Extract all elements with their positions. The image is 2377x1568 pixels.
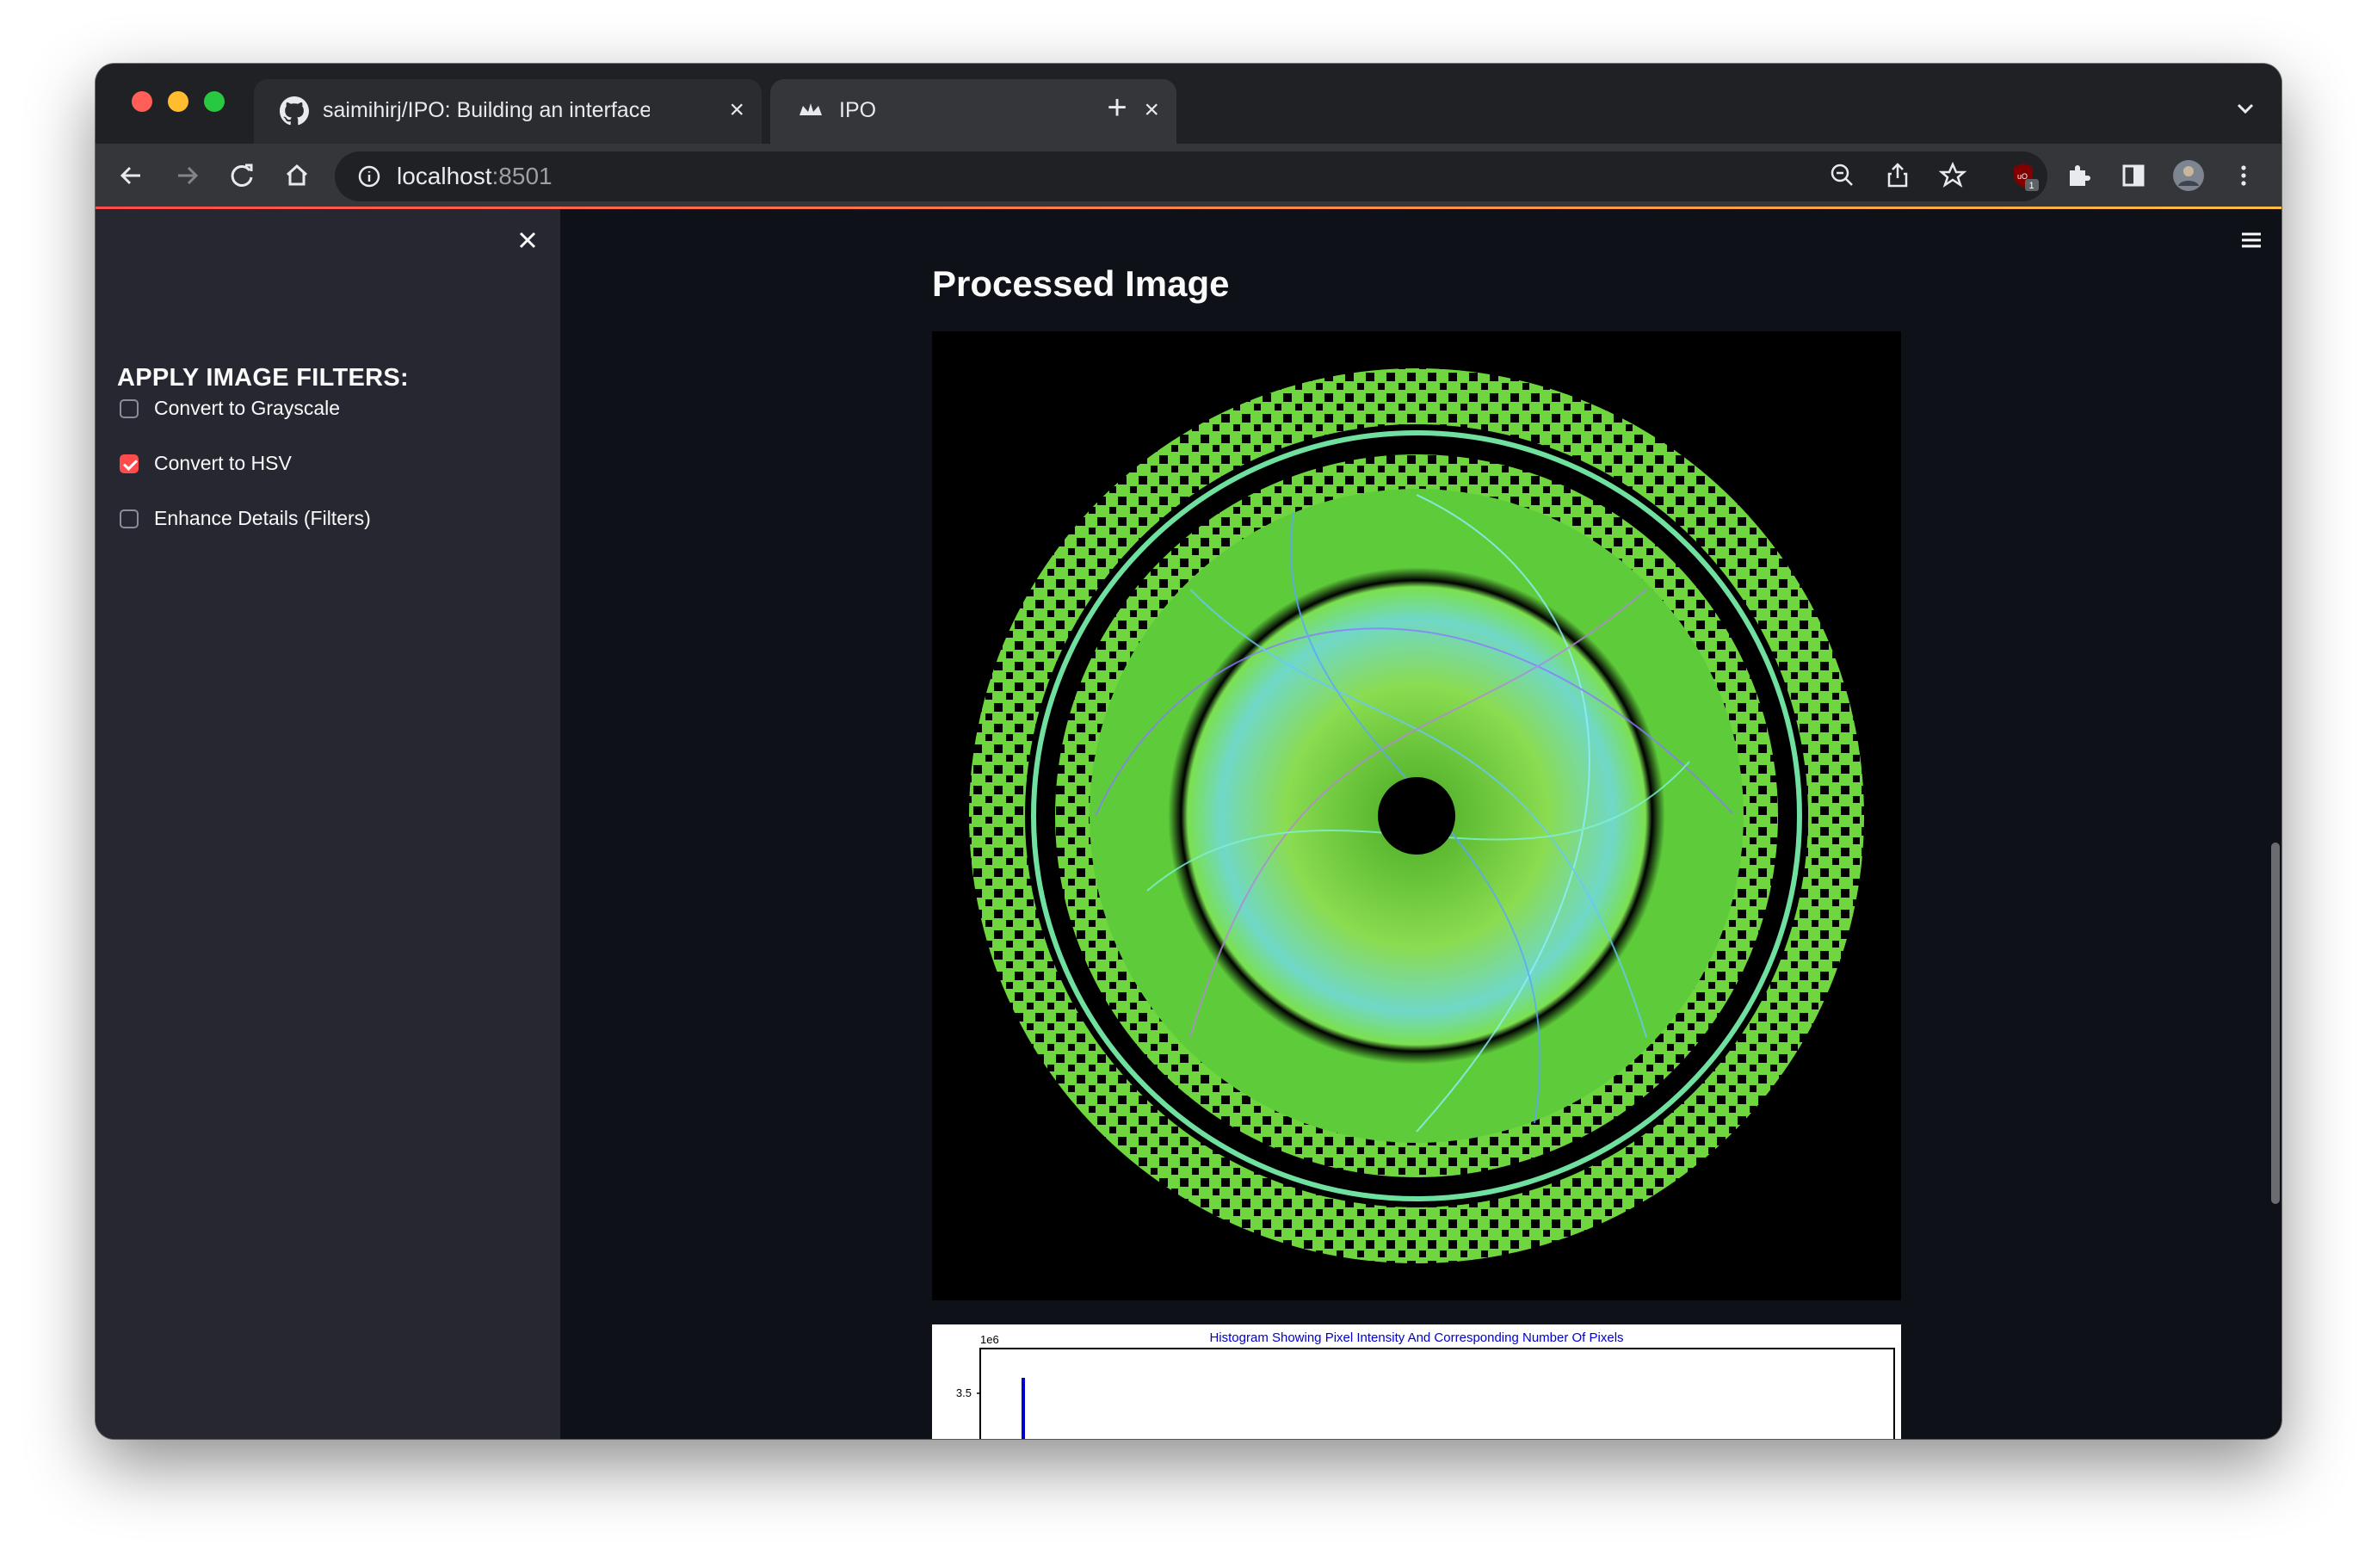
home-icon[interactable] [280,158,314,193]
profile-avatar[interactable] [2171,158,2206,193]
reload-icon[interactable] [225,158,259,193]
minimize-window-button[interactable] [168,91,188,112]
side-panel-icon[interactable] [2116,158,2151,193]
grayscale-checkbox-label[interactable]: Convert to Grayscale [154,397,341,419]
enhance-checkbox[interactable] [120,509,139,528]
new-tab-button[interactable]: + [1107,89,1127,127]
forward-arrow-icon[interactable] [170,158,204,193]
app-status-bar [96,207,2281,209]
page-scrollbar[interactable] [2271,843,2280,1204]
tab-close-icon[interactable]: × [1144,96,1159,124]
sidebar: APPLY IMAGE FILTERS: Convert to Grayscal… [96,209,560,1439]
grayscale-checkbox[interactable] [120,398,139,418]
page-title: Processed Image [932,263,1230,304]
tab-ipo[interactable]: IPO × [770,79,1176,144]
tab-title: IPO [839,98,877,122]
grayscale-checkbox-row[interactable]: Convert to Grayscale [120,397,340,420]
sidebar-heading: APPLY IMAGE FILTERS: [117,364,410,392]
chevron-down-icon[interactable] [2233,96,2257,120]
github-icon [280,96,309,126]
enhance-checkbox-label[interactable]: Enhance Details (Filters) [154,507,371,529]
hsv-checkbox[interactable] [120,454,139,473]
streamlit-crown-icon [800,103,822,115]
extensions-puzzle-icon[interactable] [2061,158,2096,193]
address-bar[interactable]: localhost:8501 [335,151,2047,201]
histogram-scale-label: 1e6 [980,1333,999,1346]
hsv-checkbox-row[interactable]: Convert to HSV [120,452,292,475]
tab-close-icon[interactable]: × [729,96,744,124]
browser-toolbar: localhost:8501 uO 1 [96,144,2281,208]
svg-text:uO: uO [2017,172,2028,181]
more-menu-icon[interactable] [2226,158,2261,193]
histogram-y-tick: 3.5 [956,1386,972,1399]
zoom-window-button[interactable] [204,91,225,112]
hamburger-menu-icon[interactable] [2238,227,2264,253]
histogram-chart: Histogram Showing Pixel Intensity And Co… [932,1324,1901,1439]
browser-window: saimihirj/IPO: Building an interface × I… [96,64,2281,1439]
back-arrow-icon[interactable] [114,158,149,193]
url-text[interactable]: localhost:8501 [397,163,553,189]
histogram-title: Histogram Showing Pixel Intensity And Co… [1209,1330,1623,1345]
enhance-checkbox-row[interactable]: Enhance Details (Filters) [120,507,371,530]
svg-text:1: 1 [2029,181,2034,191]
ublock-extension-icon[interactable]: uO 1 [2006,158,2041,193]
processed-image [932,331,1901,1300]
zoom-out-icon[interactable] [1825,158,1860,193]
close-window-button[interactable] [132,91,152,112]
tab-title: saimihirj/IPO: Building an interface [323,98,650,122]
info-icon[interactable] [357,164,381,188]
bookmark-star-icon[interactable] [1936,158,1970,193]
hsv-checkbox-label[interactable]: Convert to HSV [154,452,292,474]
share-icon[interactable] [1880,158,1915,193]
tab-github[interactable]: saimihirj/IPO: Building an interface × [254,79,762,144]
tab-strip: saimihirj/IPO: Building an interface × I… [96,64,2281,144]
close-icon[interactable] [514,226,541,254]
